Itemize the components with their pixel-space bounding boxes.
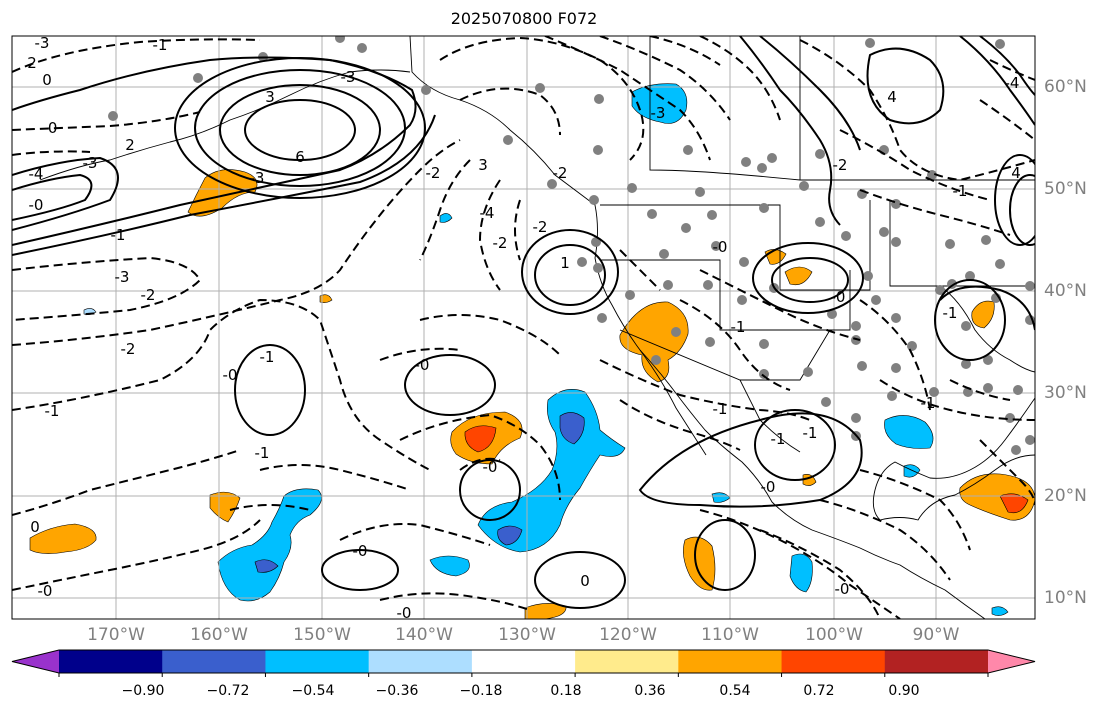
positive-anomaly-shading [29,169,1035,619]
lon-label: 170°W [87,625,145,645]
contour-label: -2 [553,164,568,182]
contour-label: -1 [255,444,270,462]
contour-label: -1 [45,402,60,420]
contour-label: -1 [771,430,786,448]
contour-label: -0 [713,238,728,256]
contour-label: 6 [295,148,305,166]
colorbar-tick: 0.54 [719,683,751,699]
contour-label: -4 [480,204,495,222]
contour-label: -1 [260,348,275,366]
negative-anomaly-shading [83,83,1009,616]
contour-label: 4 [1011,164,1021,182]
contour-label: -3 [651,104,666,122]
contour-label: -1 [153,36,168,54]
lat-label: 30°N [1044,383,1087,403]
colorbar-tick: 0.90 [888,683,920,699]
contour-label: -1 [803,424,818,442]
contour-label: -1 [713,400,728,418]
coastlines [39,36,1035,619]
colorbar-tick: 0.18 [550,683,582,699]
colorbar-tick: −0.36 [375,683,419,699]
contour-label: -0 [38,582,53,600]
colorbar-tick: −0.18 [459,683,503,699]
contour-label: -3 [250,169,265,187]
lat-label: 20°N [1044,486,1087,506]
contour-label: -1 [953,182,968,200]
contour-label: 1 [560,254,570,272]
colorbar-tick: 0.36 [634,683,666,699]
contour-label: -0 [835,580,850,598]
contour-label: 3 [265,88,275,106]
contour-label: -0 [223,366,238,384]
colorbar-tick: 0.72 [803,683,835,699]
negative-contours [12,36,1035,619]
contour-labels: -3 2 0 -0 -3 -4 6 -0 2 -3 3 -2 -3 -1 -2 … [27,34,1021,622]
lat-label: 60°N [1044,77,1087,97]
contour-label: -3 [83,154,98,172]
contour-label: -1 [921,394,936,412]
contour-label: -1 [731,318,746,336]
contour-label: 4 [887,88,897,106]
contour-label: -2 [833,156,848,174]
contour-label: -4 [1005,74,1020,92]
contour-label: -0 [29,196,44,214]
contour-label: -3 [341,68,356,86]
contour-label: -2 [493,234,508,252]
contour-label: 2 [125,136,135,154]
colorbar-tick: −0.54 [291,683,335,699]
lat-label: 50°N [1044,179,1087,199]
contour-label: -3 [115,268,130,286]
lon-label: 130°W [498,625,556,645]
lat-lon-grid [12,36,1035,619]
contour-label: -0 [397,604,412,622]
contour-label: 2 [27,54,37,72]
contour-label: -2 [533,218,548,236]
contour-label: 3 [478,156,488,174]
contour-label: -2 [426,164,441,182]
colorbar-tick: −0.90 [121,683,165,699]
lon-label: 90°W [912,625,960,645]
contour-label: -3 [35,34,50,52]
lat-label: 40°N [1044,281,1087,301]
colorbar-tick: −0.72 [206,683,250,699]
contour-label: 0 [30,518,40,536]
contour-label: -2 [121,340,136,358]
contour-label: -1 [111,226,126,244]
map-title: 2025070800 F072 [450,9,598,28]
contour-label: -0 [483,458,498,476]
contour-label: -1 [943,304,958,322]
contour-label: -0 [43,119,58,137]
contour-label: 0 [42,71,52,89]
contour-label: -0 [415,356,430,374]
observation-stations [108,36,1035,455]
contour-label: -0 [761,478,776,496]
positive-contours [12,36,1035,609]
contour-label: -0 [353,542,368,560]
lon-label: 110°W [701,625,759,645]
contour-label: -0 [831,288,846,306]
lon-label: 160°W [190,625,248,645]
lon-label: 120°W [599,625,657,645]
map-frame [11,35,1036,620]
lon-label: 100°W [805,625,863,645]
lon-label: 150°W [293,625,351,645]
contour-label: -4 [29,165,44,183]
contour-label: 0 [580,572,590,590]
lat-label: 10°N [1044,588,1087,608]
contour-label: -2 [141,286,156,304]
lon-label: 140°W [395,625,453,645]
